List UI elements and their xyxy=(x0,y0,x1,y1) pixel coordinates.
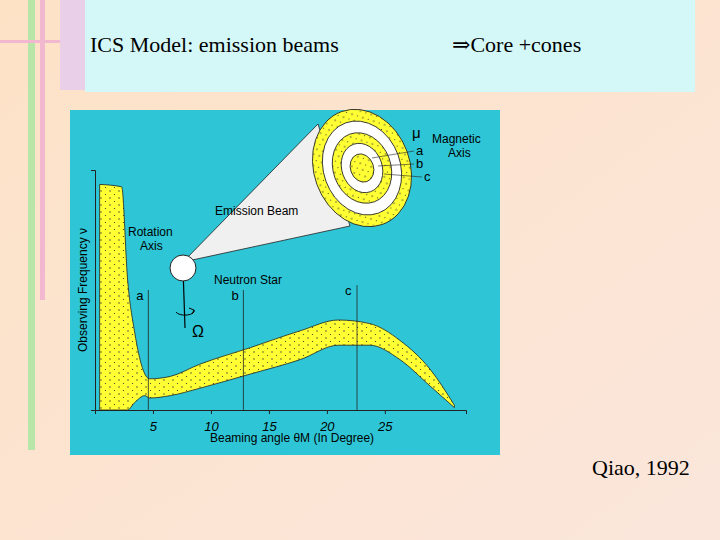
decor-stripe xyxy=(40,0,45,300)
marker-label: b xyxy=(231,288,238,303)
beam-ring xyxy=(309,110,414,226)
y-axis-title: Observing Frequency ν xyxy=(76,228,90,352)
rotation-axis-label: Axis xyxy=(140,239,163,253)
marker-line xyxy=(243,290,244,410)
title-part: ⇒Core +cones xyxy=(452,32,581,57)
magnetic-axis-label: Magnetic xyxy=(432,132,481,146)
rotation-axis-label: Rotation xyxy=(128,225,173,239)
x-axis-title: Beaming angle θM (In Degree) xyxy=(210,431,374,445)
y-axis xyxy=(91,171,96,411)
ring-pointer xyxy=(378,164,414,166)
x-tick: 5 xyxy=(150,410,158,434)
x-tick: 25 xyxy=(377,410,393,434)
ring-pointer xyxy=(372,151,414,158)
x-tick-mark xyxy=(211,410,212,414)
credit: Qiao, 1992 xyxy=(592,455,690,480)
x-tick-label: 25 xyxy=(377,419,393,434)
title: ICS Model: emission beams xyxy=(90,32,339,57)
x-tick-mark xyxy=(385,410,386,414)
x-tick-label: 5 xyxy=(150,419,158,434)
marker-line xyxy=(357,285,358,410)
marker-label: c xyxy=(345,283,352,298)
mu-label: μ xyxy=(412,124,421,141)
diagram: ΩμabcMagneticAxisEmission BeamNeutron St… xyxy=(128,95,481,340)
magnetic-axis-label: Axis xyxy=(448,146,471,160)
beam-ring xyxy=(334,137,389,198)
x-axis-line xyxy=(96,411,467,415)
marker-line xyxy=(148,290,149,410)
ring-label: b xyxy=(416,156,423,171)
x-tick-mark xyxy=(269,410,270,414)
beam-ring xyxy=(323,124,402,211)
emission-beam-label: Emission Beam xyxy=(215,204,298,218)
slide: ICS Model: emission beams ⇒Core +cones Qia… xyxy=(0,0,720,540)
background xyxy=(0,0,720,540)
y-axis-line xyxy=(91,171,96,411)
ring-label: c xyxy=(424,169,431,184)
neutron-star-label: Neutron Star xyxy=(214,273,282,287)
chart-panel xyxy=(70,110,500,455)
rotation-arrow xyxy=(176,310,194,315)
x-tick-mark xyxy=(153,410,154,414)
rotation-arrow-head xyxy=(189,308,194,314)
omega-label: Ω xyxy=(192,323,204,340)
x-tick-mark xyxy=(327,410,328,414)
title-box xyxy=(85,0,695,92)
neutron-star xyxy=(170,255,196,281)
decor-stripe xyxy=(28,0,35,450)
ring-pointer xyxy=(384,174,422,177)
marker-label: a xyxy=(136,288,144,303)
decor-block xyxy=(60,0,85,90)
beam-ring xyxy=(346,151,378,186)
beam-ring xyxy=(296,95,427,241)
